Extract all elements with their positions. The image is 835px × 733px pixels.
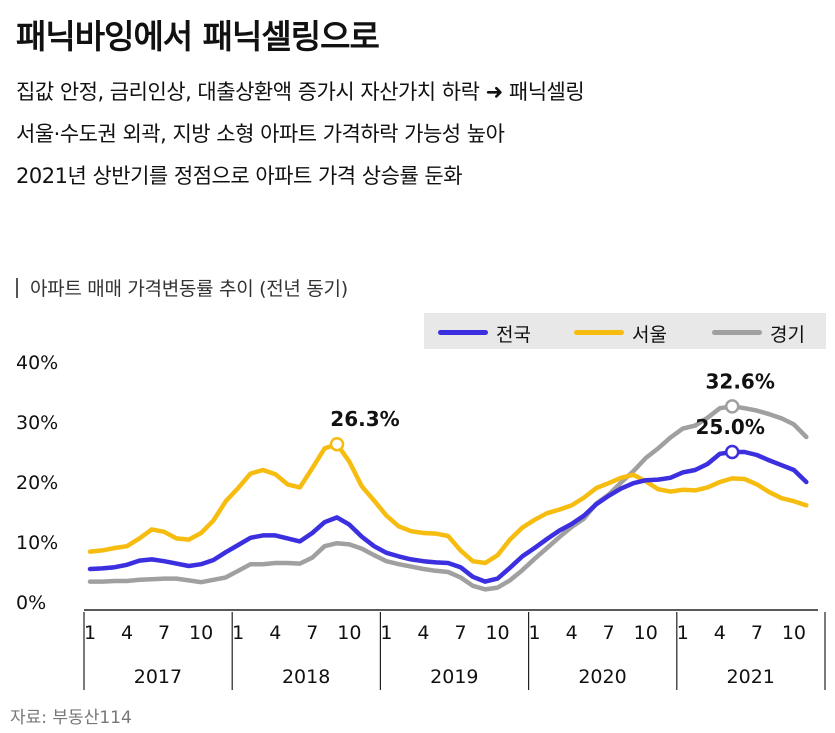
- year-label: 2021: [727, 666, 775, 688]
- y-tick-label: 30%: [16, 412, 58, 434]
- summary-line-2: 서울·수도권 외곽, 지방 소형 아파트 가격하락 가능성 높아: [16, 122, 505, 146]
- x-tick-label: 7: [158, 622, 170, 644]
- series-line-gyeonggi: [87, 404, 809, 592]
- year-label: 2019: [430, 666, 478, 688]
- series-line-seoul: [87, 441, 809, 566]
- chart-subtitle: 아파트 매매 가격변동률 추이 (전년 동기): [16, 274, 348, 301]
- y-tick-label: 40%: [16, 352, 58, 374]
- x-tick-label: 4: [121, 622, 133, 644]
- x-tick-label: 10: [634, 622, 658, 644]
- legend-swatch-national: [438, 330, 488, 335]
- peak-value-label: 32.6%: [706, 369, 775, 393]
- peak-marker: [724, 399, 740, 414]
- x-tick-label: 4: [269, 622, 281, 644]
- x-tick-label: 1: [84, 622, 96, 644]
- x-tick-label: 10: [189, 622, 213, 644]
- x-tick-label: 10: [782, 622, 806, 644]
- x-tick-label: 4: [566, 622, 578, 644]
- chart-subtitle-text: 아파트 매매 가격변동률 추이 (전년 동기): [30, 278, 348, 300]
- legend-label-gyeonggi: 경기: [770, 324, 805, 346]
- x-tick-label: 10: [337, 622, 361, 644]
- summary-line-1: 집값 안정, 금리인상, 대출상환액 증가시 자산가치 하락 ➜ 패닉셀링: [16, 80, 585, 104]
- peak-value-label: 25.0%: [696, 415, 765, 439]
- legend-swatch-seoul: [574, 330, 624, 335]
- summary-line-3: 2021년 상반기를 정점으로 아파트 가격 상승률 둔화: [16, 164, 463, 188]
- source-note: 자료: 부동산114: [10, 708, 132, 728]
- x-tick-label: 10: [485, 622, 509, 644]
- legend-label-seoul: 서울: [632, 324, 667, 346]
- peak-marker: [329, 436, 345, 452]
- chart-legend: 전국 서울 경기: [424, 313, 826, 349]
- series-line-national: [87, 449, 809, 584]
- year-label: 2017: [134, 666, 182, 688]
- x-tick-label: 1: [380, 622, 392, 644]
- legend-swatch-gyeonggi: [712, 330, 762, 335]
- x-tick-label: 1: [677, 622, 689, 644]
- year-label: 2020: [578, 666, 626, 688]
- legend-label-national: 전국: [496, 324, 531, 346]
- y-tick-label: 10%: [16, 532, 58, 554]
- peak-value-label: 26.3%: [330, 407, 399, 431]
- x-tick-label: 7: [751, 622, 763, 644]
- year-label: 2018: [282, 666, 330, 688]
- x-tick-label: 4: [417, 622, 429, 644]
- x-tick-label: 4: [714, 622, 726, 644]
- subtitle-divider: [16, 278, 18, 298]
- x-tick-label: 1: [529, 622, 541, 644]
- peak-marker: [724, 444, 740, 460]
- x-tick-label: 7: [603, 622, 615, 644]
- x-tick-label: 7: [306, 622, 318, 644]
- page-title: 패닉바잉에서 패닉셀링으로: [16, 17, 380, 56]
- y-tick-label: 0%: [16, 592, 46, 614]
- x-tick-label: 7: [454, 622, 466, 644]
- x-tick-label: 1: [232, 622, 244, 644]
- y-tick-label: 20%: [16, 472, 58, 494]
